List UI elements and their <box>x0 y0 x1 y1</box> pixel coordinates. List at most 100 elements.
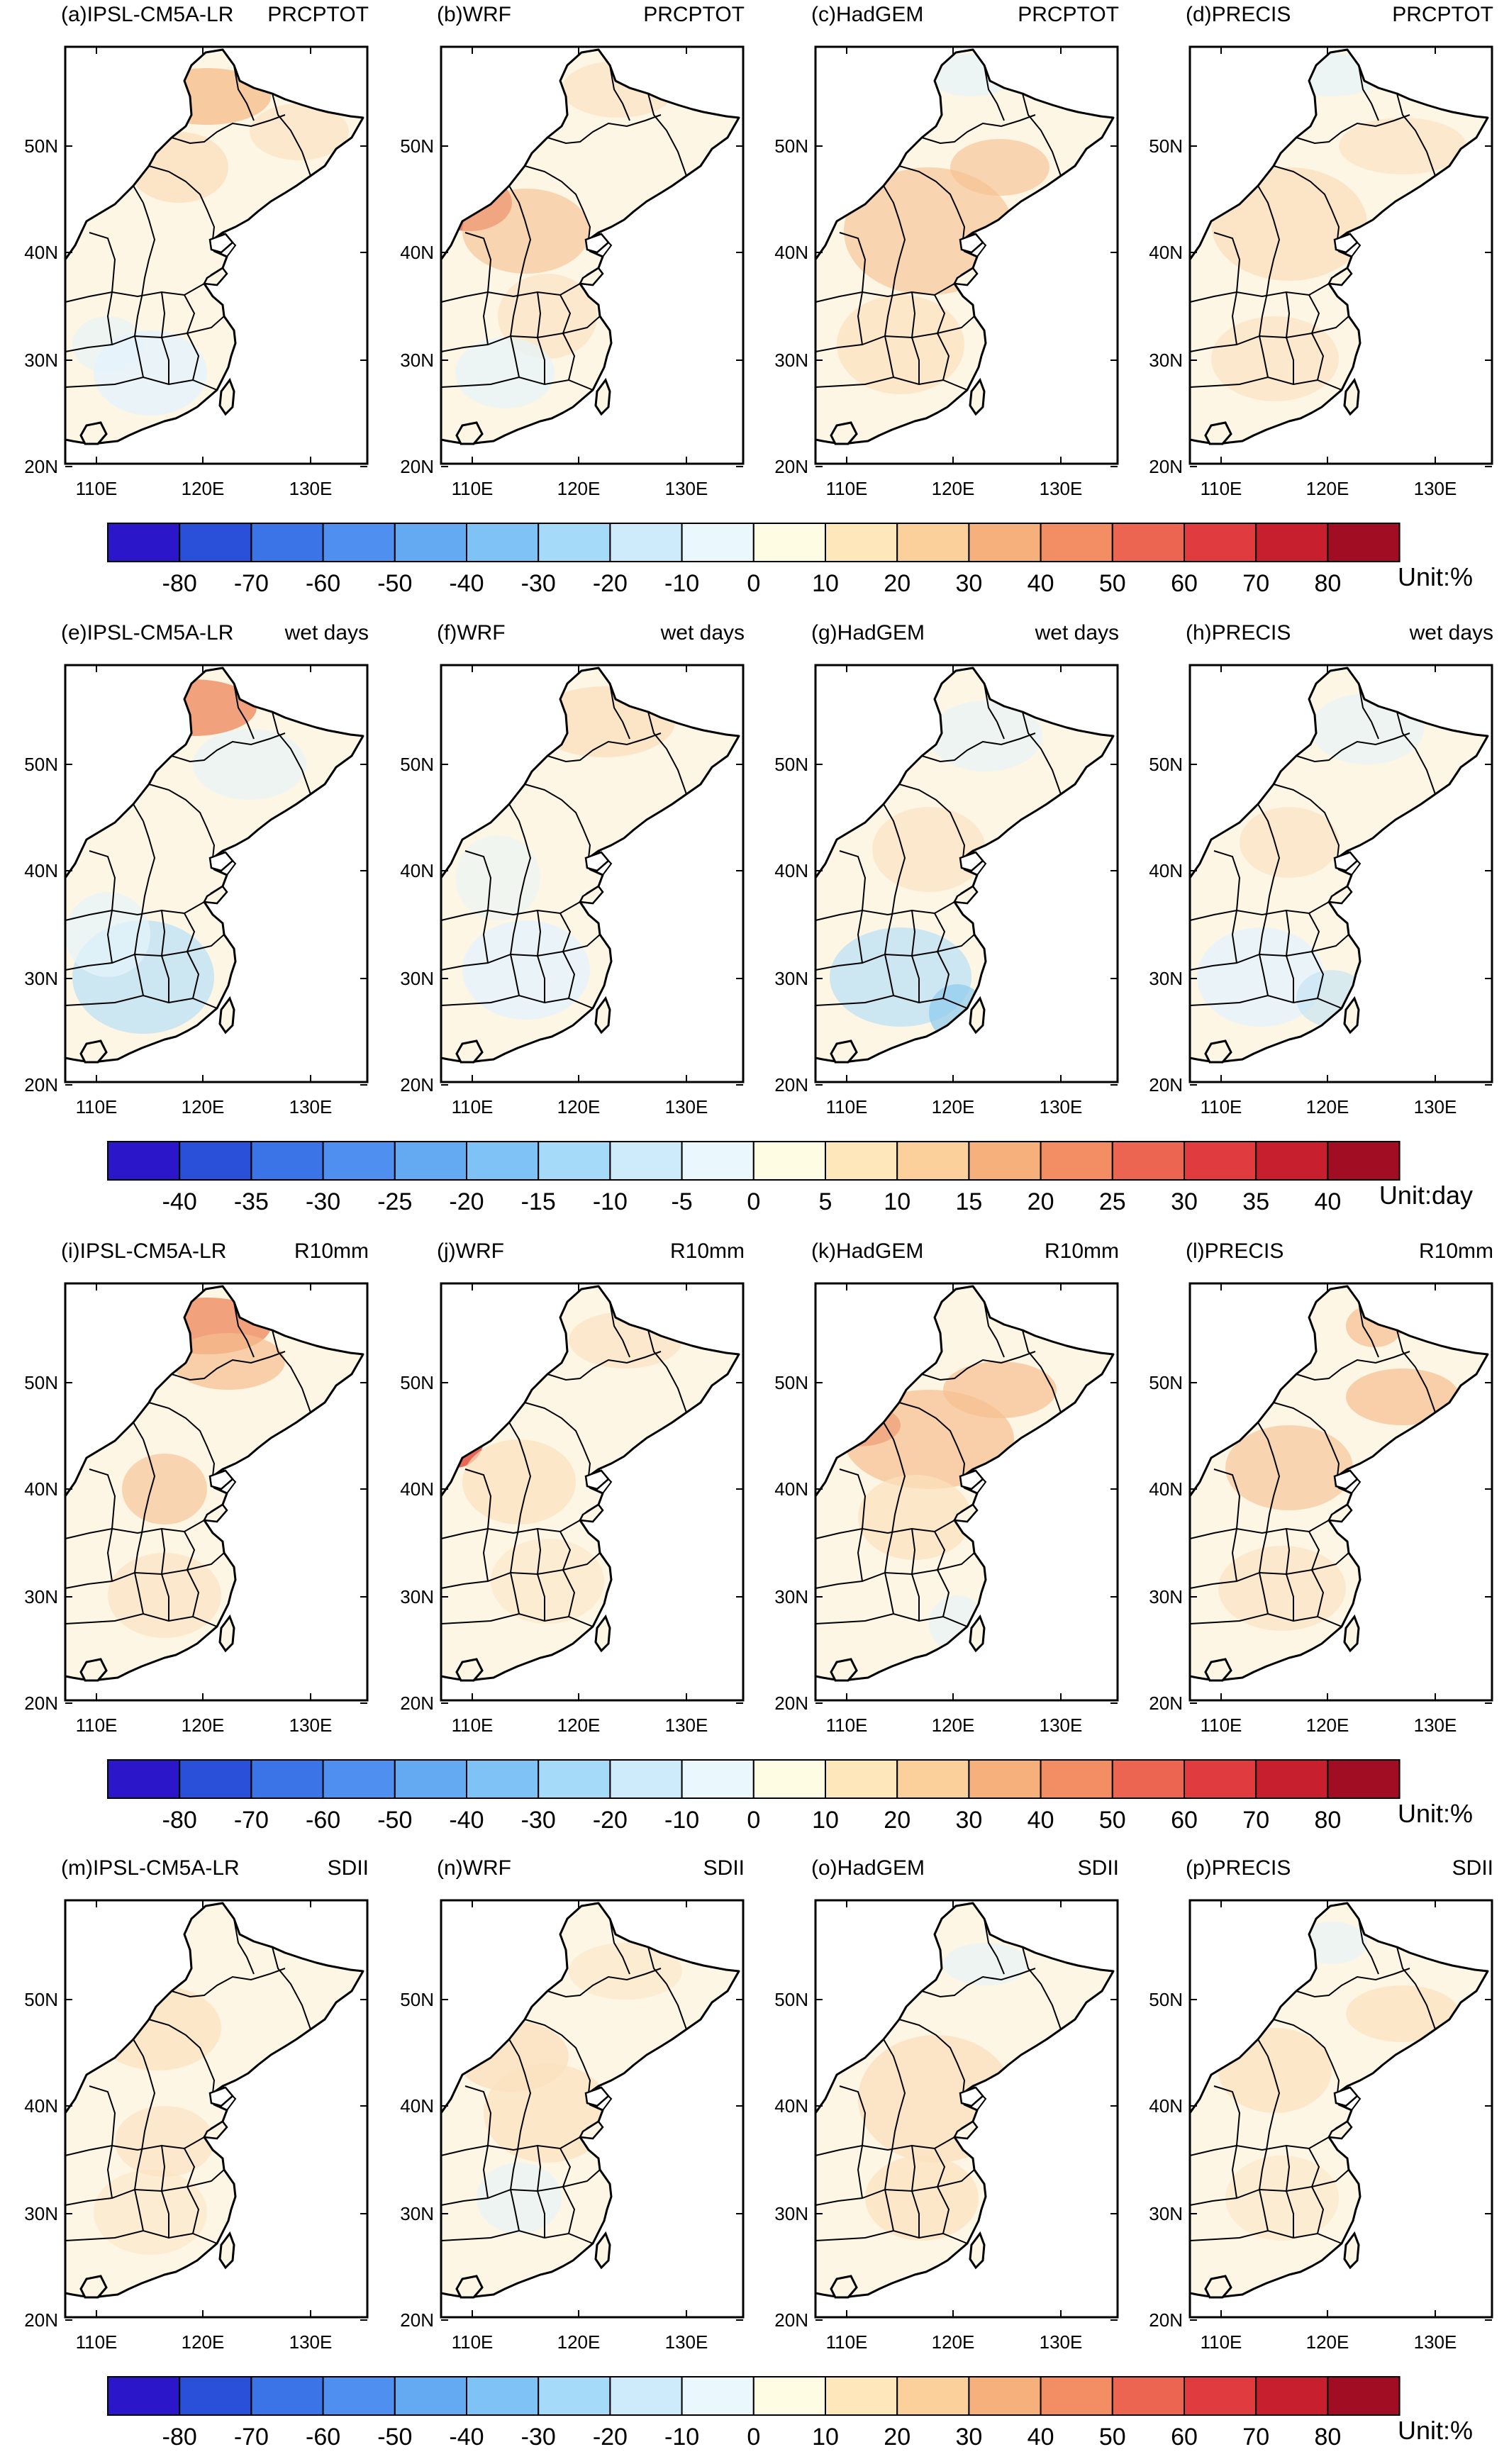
lat-label: 40N <box>400 242 434 263</box>
colorbar-tick-label: 30 <box>955 1807 982 1834</box>
province-border <box>1022 711 1062 795</box>
lat-label: 40N <box>1149 860 1183 881</box>
anomaly-shade <box>455 835 540 920</box>
province-border <box>482 1528 489 1582</box>
anomaly-shade <box>872 807 986 892</box>
lat-label: 40N <box>400 1478 434 1500</box>
lat-label: 20N <box>1149 1074 1183 1096</box>
province-border <box>815 316 975 352</box>
shandong-peninsula <box>1327 885 1353 905</box>
colorbar-swatch <box>1255 523 1329 562</box>
colorbar-tick-label: 80 <box>1314 1807 1341 1834</box>
colorbar-swatch <box>179 1759 252 1799</box>
anomaly-shading <box>1218 1305 1459 1631</box>
panel-title: (c)HadGEM <box>811 3 923 26</box>
province-border <box>1285 1528 1294 1621</box>
lat-label: 30N <box>400 1586 434 1607</box>
colorbar-swatch <box>394 523 467 562</box>
bohai-sea <box>1333 851 1359 872</box>
province-border <box>547 1351 662 1381</box>
hainan-island <box>830 1039 858 1064</box>
colorbar-tick-label: 30 <box>955 570 982 597</box>
colorbar-swatch <box>466 1141 540 1181</box>
colorbar-tick-label: -80 <box>162 2424 197 2451</box>
panel-index-label: PRCPTOT <box>1018 3 1119 26</box>
lat-label: 40N <box>774 1478 808 1500</box>
colorbar-swatch <box>609 1759 683 1799</box>
anomaly-shade <box>477 2163 562 2234</box>
taiwan-island <box>969 996 986 1035</box>
colorbar-tick-label: 10 <box>812 1807 839 1834</box>
hainan-island <box>830 1658 858 1682</box>
lon-label: 120E <box>1306 1715 1349 1736</box>
province-border <box>647 1329 687 1413</box>
province-border <box>148 784 216 859</box>
anomaly-shade <box>122 1454 207 1524</box>
map-area: 50N 40N 30N 20N 110E 120E 130E <box>24 1282 369 1736</box>
colorbar-swatch <box>107 1759 181 1799</box>
anomaly-shade <box>943 1943 1028 1985</box>
lat-label: 30N <box>1149 968 1183 989</box>
lat-label: 40N <box>400 2095 434 2117</box>
province-border <box>524 784 591 859</box>
province-border <box>1308 1531 1325 1617</box>
province-border <box>547 114 662 145</box>
panel-index-label: PRCPTOT <box>643 3 745 26</box>
shandong-peninsula <box>953 267 979 286</box>
bohai-sea <box>1333 233 1359 254</box>
coastline <box>1188 1285 1489 1682</box>
lat-label: 30N <box>400 968 434 989</box>
lon-label: 110E <box>826 1096 868 1117</box>
taiwan-island <box>594 377 611 416</box>
lat-label: 50N <box>1149 1372 1183 1393</box>
province-border <box>272 1946 311 2030</box>
anomaly-shade <box>94 2170 207 2255</box>
colorbar-tick-label: 40 <box>1028 1807 1054 1834</box>
province-border <box>160 1528 169 1621</box>
hainan-island <box>79 421 108 445</box>
province-border <box>1189 2169 1349 2206</box>
colorbar-swatch <box>538 2376 611 2416</box>
coastline <box>440 1285 740 1682</box>
colorbar-tick-label: 10 <box>812 2424 839 2451</box>
province-border <box>609 65 630 121</box>
map-area: 50N 40N 30N 20N 110E 120E 130E <box>1149 1282 1493 1736</box>
hainan-island <box>455 2275 484 2299</box>
lat-label: 40N <box>1149 242 1183 263</box>
province-border <box>508 1422 532 1615</box>
map-panel: 50N 40N 30N 20N 110E 120E 130E (i)IPSL-CM5A-LR R… <box>24 1239 369 1736</box>
colorbar-tick-label: -5 <box>671 1188 692 1215</box>
colorbar-tick-label: -20 <box>449 1188 484 1215</box>
lat-label: 30N <box>24 1586 58 1607</box>
coastline <box>814 667 1115 1064</box>
lon-label: 130E <box>1414 478 1457 499</box>
colorbar-swatch <box>896 1141 970 1181</box>
province-border <box>1273 2019 1340 2094</box>
colorbar-tick-label: 0 <box>747 1807 760 1834</box>
lat-label: 30N <box>24 350 58 371</box>
lat-label: 40N <box>1149 1478 1183 1500</box>
lon-label: 110E <box>826 478 868 499</box>
province-border <box>440 1552 601 1589</box>
lat-label: 20N <box>400 1693 434 1714</box>
colorbar-unit: Unit:% <box>1398 1799 1473 1828</box>
province-border <box>857 910 863 964</box>
colorbar-swatch <box>250 1759 324 1799</box>
colorbar-swatch <box>752 523 827 562</box>
lon-label: 110E <box>826 1715 868 1736</box>
colorbar-swatch <box>394 1759 467 1799</box>
map-area: 50N 40N 30N 20N 110E 120E 130E <box>24 664 369 1117</box>
colorbar-tick-label: 60 <box>1171 1807 1198 1834</box>
map-panel: 50N 40N 30N 20N 110E 120E 130E (m)IPSL-CM5A-LR S… <box>24 1856 369 2353</box>
province-border <box>1189 316 1349 352</box>
panel-title: (l)PRECIS <box>1186 1239 1284 1263</box>
coastline <box>440 48 740 445</box>
lon-label: 110E <box>452 1096 494 1117</box>
province-border <box>464 232 492 293</box>
lon-label: 130E <box>289 1096 333 1117</box>
bohai-sea <box>584 851 610 872</box>
lat-label: 20N <box>774 1693 808 1714</box>
map-panel: 50N 40N 30N 20N 110E 120E 130E (n)WRF SDII <box>400 1856 745 2353</box>
lon-label: 120E <box>557 478 601 499</box>
hainan-island <box>1204 1658 1232 1682</box>
